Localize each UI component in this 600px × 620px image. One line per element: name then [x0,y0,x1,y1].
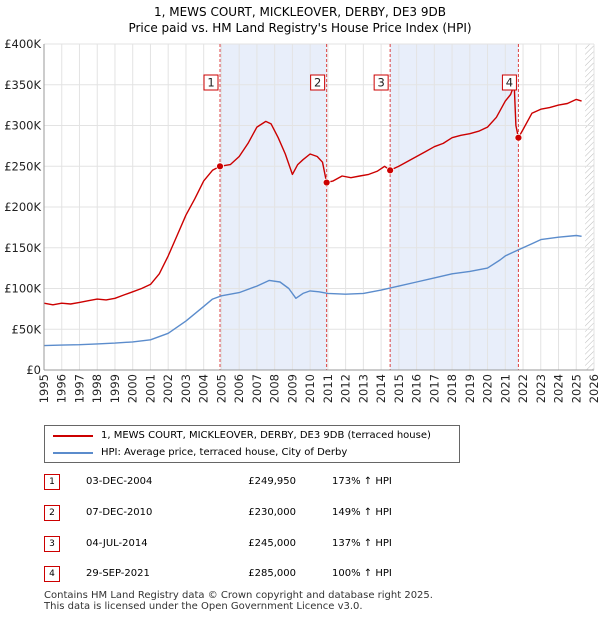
y-tick-label: £300K [4,119,41,133]
sale-1-box-label: 1 [207,76,214,90]
sale-price: £230,000 [248,507,296,518]
sale-row-1: 1 03-DEC-2004 £249,950 173% ↑ HPI [44,474,464,492]
y-tick-label: £150K [4,241,41,255]
sale-2-box-label: 2 [314,76,321,90]
sale-row-2: 2 07-DEC-2010 £230,000 149% ↑ HPI [44,505,464,523]
subtitle-line: Price paid vs. HM Land Registry's House … [128,21,472,35]
sale-number: 4 [44,566,60,582]
sale-row-4: 4 29-SEP-2021 £285,000 100% ↑ HPI [44,566,464,584]
x-tick-label: 2026 [587,374,600,403]
y-tick-label: £250K [4,159,41,173]
y-tick-label: £350K [4,78,41,92]
sale-date: 03-DEC-2004 [86,476,153,487]
x-tick-label: 2015 [392,374,406,403]
sale-2-point [322,178,331,187]
sale-3-box-label: 3 [377,76,384,90]
x-tick-label: 2009 [285,374,299,403]
hpi-series-line [43,234,582,347]
x-tick-label: 2019 [463,374,477,403]
sale-price: £245,000 [248,538,296,549]
price-chart: 1 2 3 4 £0 £50K £100K £150K £200K £250K £300K £350… [4,37,600,403]
legend: 1, MEWS COURT, MICKLEOVER, DERBY, DE3 9D… [44,425,460,463]
x-tick-label: 2011 [321,374,335,403]
chart-title: 1, MEWS COURT, MICKLEOVER, DERBY, DE3 9D… [0,4,600,36]
x-tick-label: 2023 [534,374,548,403]
sale-3-point [386,166,395,175]
sale-price: £249,950 [248,476,296,487]
sale-hpi-change: 137% ↑ HPI [332,538,392,549]
legend-swatch-property [53,435,93,437]
x-tick-label: 2013 [356,374,370,403]
sale-price: £285,000 [248,568,296,579]
x-tick-label: 1996 [55,374,69,403]
sale-row-3: 3 04-JUL-2014 £245,000 137% ↑ HPI [44,536,464,554]
x-tick-label: 1999 [108,374,122,403]
x-tick-label: 2014 [374,374,388,403]
y-tick-label: £0 [26,363,41,377]
sale-hpi-change: 149% ↑ HPI [332,507,392,518]
legend-label-property: 1, MEWS COURT, MICKLEOVER, DERBY, DE3 9D… [101,430,431,441]
x-tick-label: 2005 [214,374,228,403]
x-tick-label: 2003 [179,374,193,403]
legend-swatch-hpi [53,452,93,454]
sale-date: 07-DEC-2010 [86,507,153,518]
sale-hpi-change: 173% ↑ HPI [332,476,392,487]
x-tick-label: 2017 [427,374,441,403]
sale-4-point [514,133,523,142]
sale-3-box [373,74,389,91]
x-tick-label: 2008 [268,374,282,403]
x-tick-label: 2018 [445,374,459,403]
sale-number: 2 [44,505,60,521]
sale-hpi-change: 100% ↑ HPI [332,568,392,579]
sale-number: 1 [44,474,60,490]
x-tick-label: 2012 [339,374,353,403]
x-tick-label: 2024 [552,374,566,403]
x-tick-label: 2001 [143,374,157,403]
x-tick-label: 2021 [498,374,512,403]
x-tick-label: 2002 [161,374,175,403]
x-tick-label: 2000 [126,374,140,403]
property-series-line [43,84,582,306]
sale-2-box [310,74,326,91]
x-tick-label: 2004 [197,374,211,403]
sale-4-box-label: 4 [506,76,513,90]
y-tick-label: £200K [4,200,41,214]
sale-date: 04-JUL-2014 [86,538,148,549]
x-tick-label: 2010 [303,374,317,403]
sale-1-point [216,162,224,171]
x-tick-label: 2007 [250,374,264,403]
footer-line-1: Contains HM Land Registry data © Crown c… [44,590,433,601]
y-tick-label: £100K [4,282,41,296]
sale-1-box [203,74,219,91]
footer-line-2: This data is licensed under the Open Gov… [44,601,363,612]
sale-number: 3 [44,536,60,552]
x-tick-label: 1998 [90,374,104,403]
legend-label-hpi: HPI: Average price, terraced house, City… [101,447,348,458]
y-tick-label: £50K [12,322,42,336]
sale-date: 29-SEP-2021 [86,568,150,579]
x-tick-label: 1995 [37,374,51,403]
y-tick-label: £400K [4,37,41,51]
x-tick-label: 2020 [481,374,495,403]
sale-4-box [501,74,517,91]
footer-attribution: Contains HM Land Registry data © Crown c… [44,590,433,612]
x-tick-label: 2025 [569,374,583,403]
title-line: 1, MEWS COURT, MICKLEOVER, DERBY, DE3 9D… [153,5,446,19]
x-tick-label: 2016 [410,374,424,403]
x-tick-label: 2006 [232,374,246,403]
x-tick-label: 2022 [516,374,530,403]
x-tick-label: 1997 [72,374,86,403]
